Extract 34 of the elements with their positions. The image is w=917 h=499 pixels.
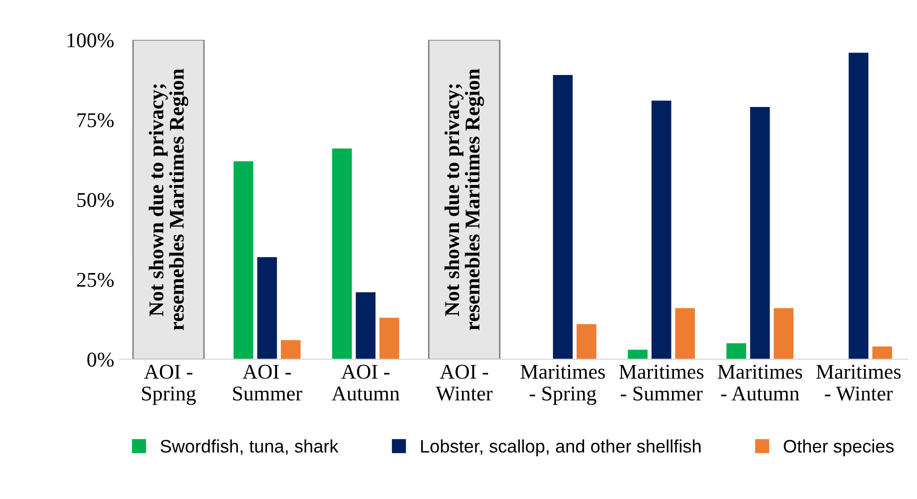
bar	[774, 308, 794, 360]
bar	[848, 52, 868, 360]
y-tick-label: 50%	[77, 192, 114, 208]
bar	[675, 308, 695, 360]
bar	[552, 75, 573, 360]
band-label: Not shown due to privacy; resemebles Maritimes Region	[148, 68, 188, 330]
x-tick-label: Maritimes - Autumn	[718, 364, 802, 401]
bar	[652, 100, 672, 360]
bar	[234, 161, 254, 360]
bar	[379, 318, 400, 360]
x-tick-label: AOI - Summer	[233, 364, 302, 401]
y-tick-label: 75%	[78, 113, 114, 128]
x-tick-label: Maritimes - Summer	[619, 364, 704, 401]
bar	[726, 343, 746, 360]
band-label: Not shown due to privacy; resemebles Maritimes Region	[444, 68, 484, 330]
legend-label: Swordfish, tuna, shark	[160, 439, 338, 455]
bar	[872, 346, 892, 360]
x-tick-label: AOI - Autumn	[332, 364, 400, 401]
y-tick-label: 25%	[77, 272, 114, 287]
bar	[280, 340, 301, 360]
bar	[257, 257, 277, 360]
bar	[356, 292, 376, 360]
legend-label: Other species	[784, 439, 894, 456]
bar	[628, 350, 648, 360]
legend-label: Lobster, scallop, and other shellfish	[421, 439, 701, 456]
x-tick-label: AOI - Spring	[142, 364, 196, 405]
y-tick-label: 0%	[87, 352, 114, 367]
x-tick-label: Maritimes - Spring	[520, 364, 605, 405]
x-tick-label: AOI - Winter	[436, 364, 493, 401]
bar	[576, 324, 596, 360]
y-tick-label: 100%	[68, 33, 114, 48]
bar	[750, 106, 770, 360]
bar	[332, 148, 352, 360]
x-tick-label: Maritimes - Winter	[816, 364, 901, 401]
